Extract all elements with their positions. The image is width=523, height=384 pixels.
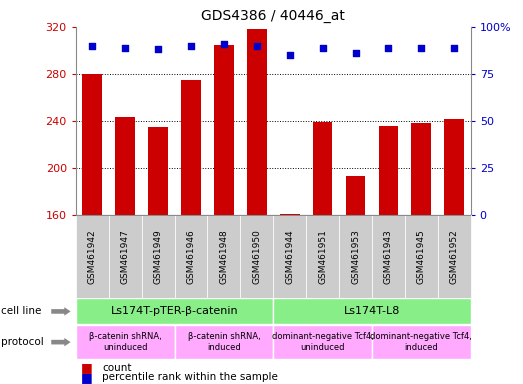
Bar [339, 215, 372, 298]
Text: GSM461952: GSM461952 [450, 229, 459, 284]
Bar [214, 45, 234, 215]
Point [351, 50, 360, 56]
Point [417, 45, 426, 51]
Bar [247, 29, 267, 215]
Bar [412, 123, 431, 215]
Bar [175, 215, 208, 298]
Title: GDS4386 / 40446_at: GDS4386 / 40446_at [201, 9, 345, 23]
Point [450, 45, 459, 51]
Text: GSM461945: GSM461945 [417, 229, 426, 284]
Text: protocol: protocol [1, 337, 44, 347]
Text: Ls174T-L8: Ls174T-L8 [344, 306, 400, 316]
Bar [115, 118, 135, 215]
Bar [175, 325, 273, 359]
Point [121, 45, 129, 51]
Bar [372, 325, 471, 359]
Text: GSM461950: GSM461950 [252, 229, 262, 284]
Text: GSM461951: GSM461951 [318, 229, 327, 284]
Point [187, 43, 195, 49]
Bar [379, 126, 399, 215]
Bar [346, 176, 366, 215]
Bar [438, 215, 471, 298]
Bar [372, 215, 405, 298]
Text: GSM461953: GSM461953 [351, 229, 360, 284]
Text: ■: ■ [81, 371, 93, 384]
Text: count: count [102, 363, 131, 373]
Point [88, 43, 96, 49]
Text: ■: ■ [81, 361, 93, 374]
Bar [405, 215, 438, 298]
Point [319, 45, 327, 51]
Text: β-catenin shRNA,
uninduced: β-catenin shRNA, uninduced [89, 333, 162, 352]
Bar [273, 298, 471, 324]
Bar [76, 298, 273, 324]
Bar [280, 214, 300, 215]
Text: dominant-negative Tcf4,
induced: dominant-negative Tcf4, induced [370, 333, 472, 352]
Point [220, 41, 228, 47]
Bar [83, 74, 102, 215]
Text: cell line: cell line [1, 306, 41, 316]
Bar [76, 325, 175, 359]
Bar [148, 127, 168, 215]
Text: GSM461948: GSM461948 [220, 229, 229, 284]
Text: β-catenin shRNA,
induced: β-catenin shRNA, induced [188, 333, 260, 352]
Bar [313, 122, 333, 215]
Point [154, 46, 162, 53]
Bar [142, 215, 175, 298]
Bar [273, 215, 306, 298]
Text: Ls174T-pTER-β-catenin: Ls174T-pTER-β-catenin [111, 306, 238, 316]
Bar [109, 215, 142, 298]
Text: GSM461946: GSM461946 [187, 229, 196, 284]
Text: GSM461947: GSM461947 [121, 229, 130, 284]
Text: dominant-negative Tcf4,
uninduced: dominant-negative Tcf4, uninduced [271, 333, 373, 352]
Point [286, 52, 294, 58]
Bar [208, 215, 241, 298]
Bar [241, 215, 273, 298]
Text: GSM461944: GSM461944 [285, 229, 294, 284]
Point [384, 45, 393, 51]
Bar [306, 215, 339, 298]
Text: percentile rank within the sample: percentile rank within the sample [102, 372, 278, 382]
Point [253, 43, 261, 49]
Text: GSM461942: GSM461942 [88, 229, 97, 284]
Text: GSM461943: GSM461943 [384, 229, 393, 284]
Text: GSM461949: GSM461949 [154, 229, 163, 284]
Bar [181, 80, 201, 215]
Bar [76, 215, 109, 298]
Bar [273, 325, 372, 359]
Bar [445, 119, 464, 215]
